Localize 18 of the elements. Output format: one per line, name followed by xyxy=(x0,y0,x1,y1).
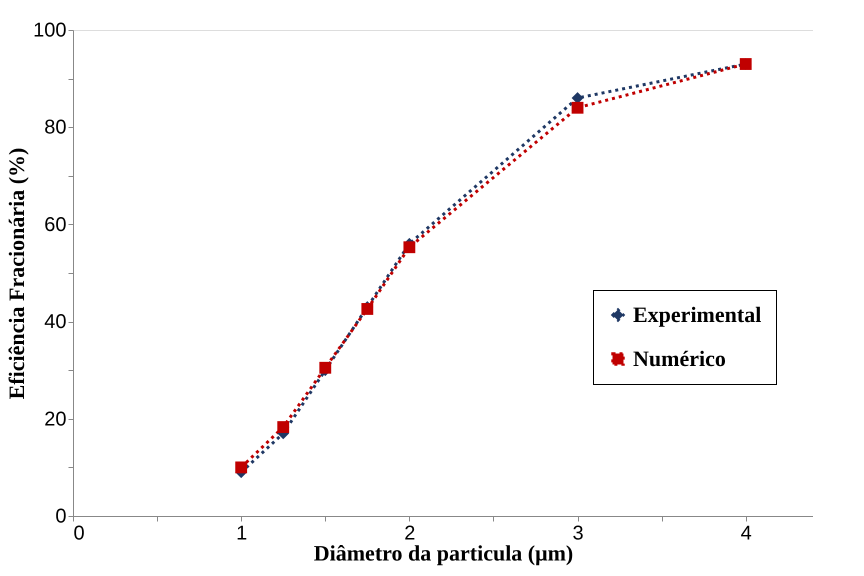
y-tick-label: 0 xyxy=(55,506,66,528)
point xyxy=(319,362,332,374)
point xyxy=(403,241,416,254)
y-tick-label: 100 xyxy=(33,20,66,42)
x-tick-label: 1 xyxy=(236,522,248,544)
legend-label: Numérico xyxy=(633,346,726,371)
y-tick-label: 40 xyxy=(44,311,66,334)
x-tick-label: 0 xyxy=(74,522,85,544)
x-tick-label: 4 xyxy=(740,522,752,544)
y-axis-title: Eficiência Fracionária (%) xyxy=(4,148,30,400)
point xyxy=(235,461,248,474)
y-tick-label: 20 xyxy=(44,408,66,430)
y-tick-label: 80 xyxy=(44,116,66,139)
point xyxy=(572,102,584,114)
x-tick-label: 3 xyxy=(572,522,584,544)
legend-label: Experimental xyxy=(633,302,762,327)
y-tick-label: 60 xyxy=(44,214,66,236)
point xyxy=(277,421,290,433)
